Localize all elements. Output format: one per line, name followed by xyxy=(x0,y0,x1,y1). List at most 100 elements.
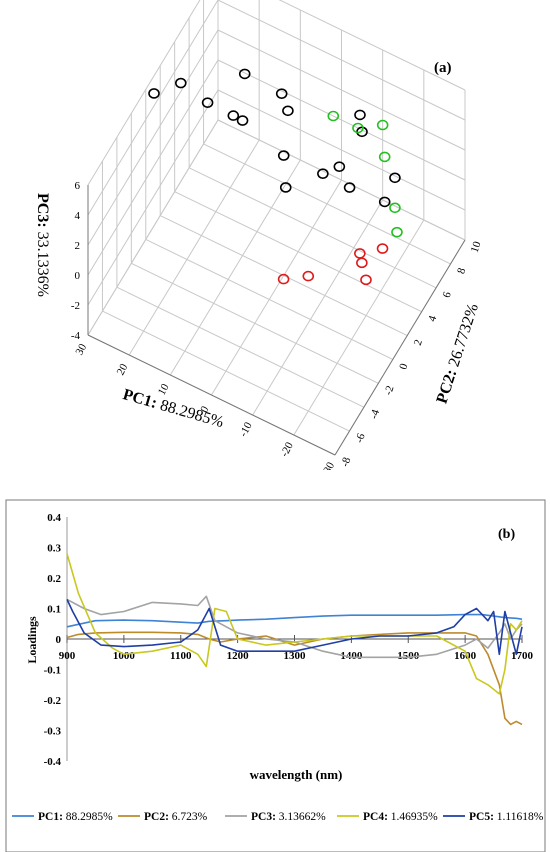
pc2-tick-label: -8 xyxy=(339,455,353,468)
scatter-point xyxy=(376,119,389,131)
pc3-tick-label: 2 xyxy=(75,240,81,252)
legend: PC1: 88.2985% PC2: 6.723% PC3: 3.13662% PC4… xyxy=(12,811,544,823)
wall-grid-line xyxy=(87,0,219,216)
scatter-point xyxy=(360,274,372,286)
scatter-point xyxy=(352,122,364,134)
pc2-tick-label: 4 xyxy=(426,314,439,323)
scatter-point xyxy=(391,226,403,238)
floor-grid-line xyxy=(102,310,350,432)
floor-grid-line xyxy=(252,199,384,416)
panel-label-b: (b) xyxy=(498,527,515,542)
scatter-point xyxy=(354,109,366,121)
pc2-tick-label: 10 xyxy=(469,240,484,255)
scatter-point xyxy=(236,115,249,126)
series-line-pc1 xyxy=(66,613,523,628)
floor-grid-line xyxy=(293,219,425,436)
x-tick-label: 1700 xyxy=(511,650,534,662)
x-tick-label: 1600 xyxy=(454,650,477,662)
scatter-point xyxy=(277,150,290,161)
scatter-point xyxy=(327,110,340,122)
series-line-pc5 xyxy=(66,599,523,656)
wall-grid-line xyxy=(217,59,466,181)
floor-grid-line xyxy=(169,159,301,376)
scatter-point xyxy=(389,202,401,214)
y-tick-label: 0.2 xyxy=(47,573,61,585)
pc1-axis-line xyxy=(87,334,336,456)
x-tick-label: 1400 xyxy=(340,650,363,662)
y-tick-label: -0.3 xyxy=(44,726,62,738)
scatter-point xyxy=(279,182,292,193)
y-axis-label: Loadings xyxy=(25,616,39,664)
wall-grid-line xyxy=(87,89,219,306)
panel-label-a: (a) xyxy=(434,60,452,76)
x-tick-label: 900 xyxy=(59,650,76,662)
floor-grid-line xyxy=(131,262,379,384)
scatter-point xyxy=(343,182,356,193)
pc2-tick-label: 6 xyxy=(441,290,454,299)
y-tick-label: -0.2 xyxy=(44,695,62,707)
scatter-point xyxy=(378,151,391,163)
floor-grid-line xyxy=(211,179,342,396)
y-tick-label: -0.1 xyxy=(44,665,61,677)
series-line-pc4 xyxy=(66,553,523,695)
pc2-axis-line xyxy=(334,239,466,456)
y-tick-label: -0.4 xyxy=(44,756,62,768)
floor-grid-line xyxy=(160,215,408,337)
pc2-tick-label: 8 xyxy=(455,266,468,275)
scatter-point xyxy=(282,105,294,117)
scatter-point xyxy=(389,172,401,184)
pc1-tick-label: 0 xyxy=(198,404,211,415)
scatter-point xyxy=(175,77,187,89)
scatter-point xyxy=(356,257,368,269)
chart-border xyxy=(5,499,546,852)
x-tick-label: 1000 xyxy=(113,650,136,662)
scatter-point xyxy=(277,273,290,285)
scatter-point xyxy=(302,270,315,282)
y-axis-ticks: 0.4 0.3 0.2 0.1 0 -0.1 -0.2 -0.3 -0.4 xyxy=(44,512,522,768)
x-tick-label: 1300 xyxy=(284,650,307,662)
y-tick-label: 0.1 xyxy=(47,604,61,616)
floor-grid-line xyxy=(128,139,260,356)
floor-grid-line xyxy=(116,286,365,408)
pc3-tick-label: 0 xyxy=(75,270,81,282)
wall-grid-line xyxy=(87,0,201,186)
scatter-point xyxy=(275,88,288,99)
scatter-point xyxy=(378,196,391,208)
wall-grid-line xyxy=(87,119,219,336)
pc2-tick-label: 0 xyxy=(397,362,410,371)
pc2-tick-label: -6 xyxy=(353,432,367,445)
x-tick-label: 1500 xyxy=(397,650,420,662)
wall-grid-line xyxy=(217,89,466,211)
pc3-tick-label: 4 xyxy=(75,210,81,222)
series-line-pc3 xyxy=(66,595,523,659)
pc1-tick-label: -30 xyxy=(320,460,338,470)
wall-grid-line xyxy=(87,59,219,276)
wall-grid-line xyxy=(217,119,466,241)
scatter-point xyxy=(333,161,346,172)
wall-grid-line xyxy=(87,29,219,246)
legend-label-pc1: PC1: 88.2985% xyxy=(38,811,113,823)
wall-grid-line xyxy=(217,29,466,151)
pc2-tick-label: -2 xyxy=(382,384,396,396)
scatter-point xyxy=(317,168,329,179)
x-tick-label: 1100 xyxy=(170,650,192,662)
legend-label-pc2: PC2: 6.723% xyxy=(144,811,208,823)
floor-grid-line xyxy=(174,191,422,313)
pc3-tick-label: -4 xyxy=(71,330,81,342)
wall-grid-line xyxy=(217,0,466,121)
x-tick-label: 1200 xyxy=(227,650,250,662)
loading-lines xyxy=(66,553,523,726)
floor-grid-line xyxy=(145,238,393,360)
pc3-tick-label: -2 xyxy=(71,300,80,312)
pc2-tick-label: -4 xyxy=(368,408,382,421)
scatter-point xyxy=(227,110,240,121)
pc3-tick-label: 6 xyxy=(75,180,81,192)
x-axis-label: wavelength (nm) xyxy=(250,767,343,782)
scatter-point xyxy=(376,243,389,254)
scatter-point xyxy=(148,88,160,99)
floor-grid-line xyxy=(188,167,437,289)
3d-scatter-points xyxy=(148,68,403,286)
y-tick-label: 0.3 xyxy=(47,543,61,555)
